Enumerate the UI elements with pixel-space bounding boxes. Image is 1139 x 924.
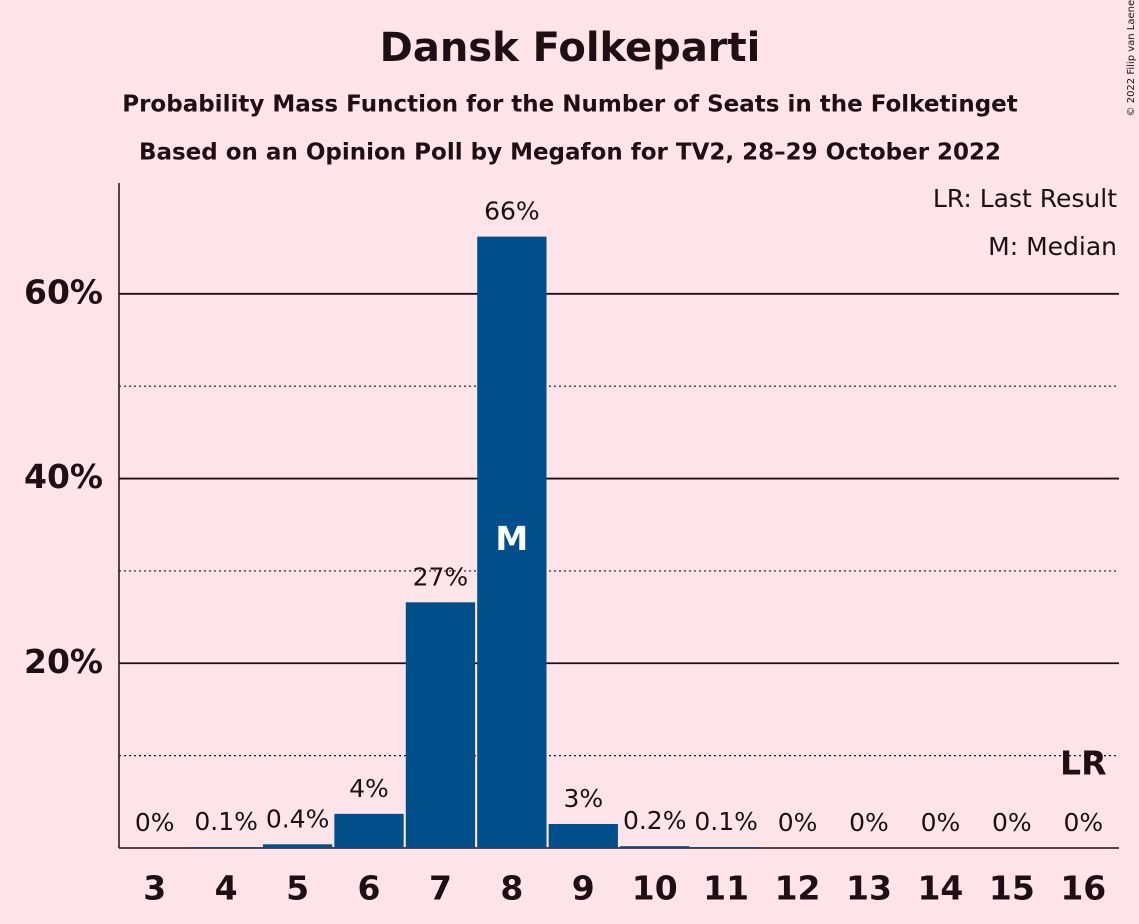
copyright: © 2022 Filip van Laenen	[1126, 0, 1137, 116]
x-tick-label: 3	[143, 869, 166, 908]
legend-entry: LR: Last Result	[933, 184, 1117, 213]
value-label: 0%	[135, 808, 175, 837]
value-label: 4%	[349, 774, 389, 803]
y-tick-label: 20%	[24, 642, 103, 681]
annotation: LR	[1060, 744, 1106, 783]
bar	[620, 846, 690, 848]
value-label: 0.1%	[194, 807, 258, 836]
value-label: 0%	[778, 808, 818, 837]
value-label: 0%	[1063, 808, 1103, 837]
x-tick-label: 4	[215, 869, 238, 908]
value-label: 66%	[484, 197, 540, 226]
value-label: 0%	[849, 808, 889, 837]
x-tick-label: 9	[572, 869, 595, 908]
chart-title: Dansk Folkeparti	[380, 25, 761, 71]
x-tick-label: 11	[703, 869, 749, 908]
value-label: 0%	[921, 808, 961, 837]
x-tick-label: 10	[632, 869, 678, 908]
bar	[262, 844, 333, 848]
x-tick-label: 16	[1060, 869, 1106, 908]
bar	[477, 236, 547, 848]
value-label: 3%	[563, 784, 603, 813]
y-tick-label: 60%	[24, 272, 103, 311]
bar	[548, 823, 618, 848]
x-tick-label: 8	[500, 869, 523, 908]
value-label: 0.4%	[266, 804, 330, 833]
x-tick-label: 5	[286, 869, 309, 908]
value-label: 0%	[992, 808, 1032, 837]
chart-subtitle: Based on an Opinion Poll by Megafon for …	[139, 140, 1001, 166]
y-tick-label: 40%	[24, 457, 103, 496]
value-label: 27%	[413, 562, 469, 591]
bar	[334, 813, 404, 848]
x-tick-label: 6	[358, 869, 381, 908]
x-tick-label: 13	[846, 869, 892, 908]
x-tick-label: 15	[989, 869, 1035, 908]
chart-subtitle: Probability Mass Function for the Number…	[122, 92, 1018, 118]
legend-entry: M: Median	[988, 232, 1117, 261]
bar	[191, 847, 261, 848]
x-tick-label: 12	[775, 869, 821, 908]
value-label: 0.1%	[694, 807, 758, 836]
x-tick-label: 7	[429, 869, 452, 908]
x-tick-label: 14	[917, 869, 963, 908]
value-label: 0.2%	[623, 806, 687, 835]
bar	[691, 847, 761, 848]
annotation: M	[495, 519, 528, 558]
bar	[405, 602, 476, 848]
